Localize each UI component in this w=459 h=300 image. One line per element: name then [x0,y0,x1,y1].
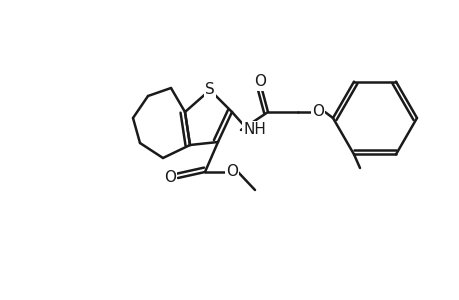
Text: O: O [311,104,323,119]
Text: S: S [205,82,214,98]
Text: O: O [225,164,237,179]
Text: O: O [164,170,176,185]
Text: O: O [253,74,265,89]
Text: NH: NH [243,122,266,137]
